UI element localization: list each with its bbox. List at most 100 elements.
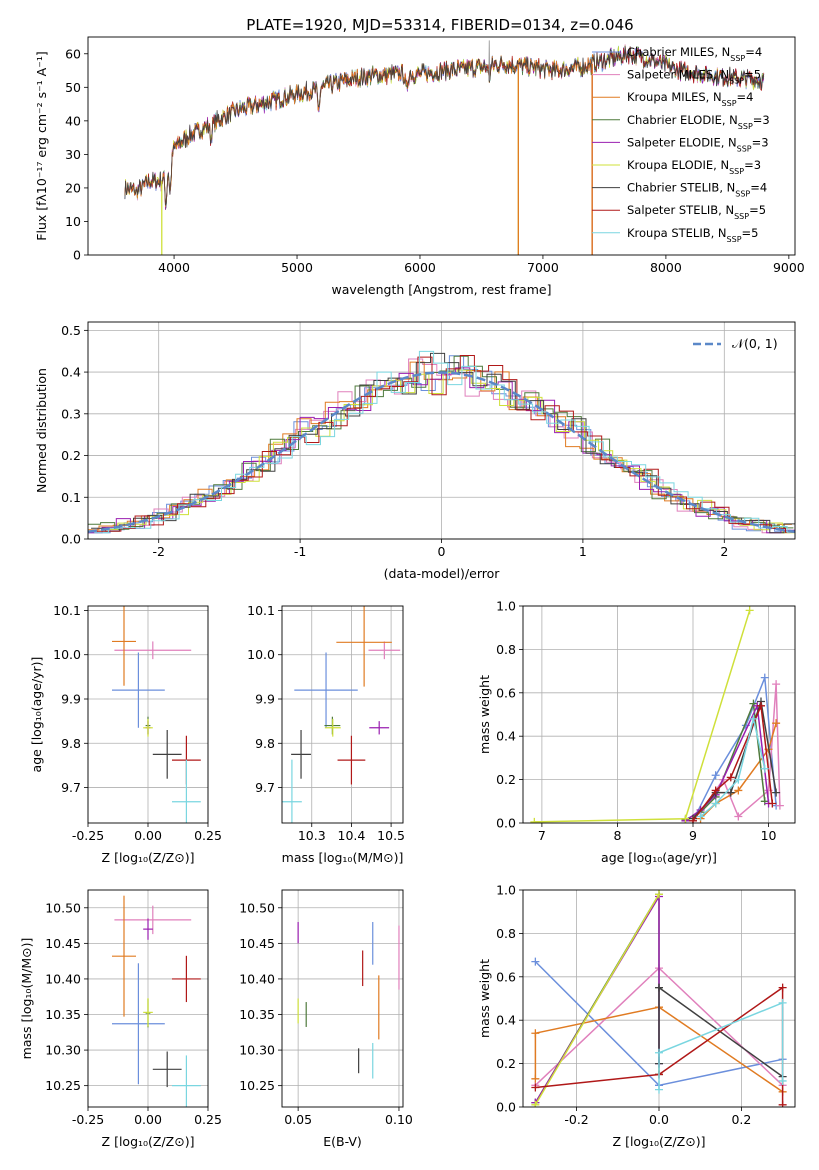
axes-frame [87, 605, 209, 824]
y-tick-label: 0.4 [61, 365, 81, 380]
series-marker [778, 1100, 787, 1107]
y-tick-label: 0.2 [61, 448, 81, 463]
x-tick-label: -1 [294, 544, 306, 559]
plot-area-age_vs_Z [112, 606, 201, 823]
histogram-salpeter-miles [88, 358, 791, 534]
y-tick-label: 0.2 [496, 772, 516, 787]
y-tick-label: 0.6 [496, 685, 516, 700]
plot-area-weights_vs_age [530, 606, 784, 823]
y-tick-label: 1.0 [496, 883, 516, 898]
y-tick-label: 0.0 [61, 532, 81, 547]
y-tick-label: 9.8 [255, 736, 275, 751]
x-tick-label: 0.25 [194, 1112, 222, 1127]
figure-title: PLATE=1920, MJD=53314, FIBERID=0134, z=0… [246, 16, 633, 34]
y-tick-label: 0.4 [496, 729, 516, 744]
errorbar-kroupa-elodie [143, 998, 153, 1027]
plot-area-mass_vs_ebv [297, 922, 400, 1079]
y-axis-label: age [log₁₀(age/yr)] [29, 657, 44, 773]
x-tick-label: 0.05 [284, 1112, 312, 1127]
series-marker [531, 1074, 540, 1083]
x-axis-label: Z [log₁₀(Z/Z⊙)] [102, 1134, 195, 1149]
legend-entry: Kroupa ELODIE, NSSP=3 [627, 158, 761, 176]
errorbar-chabrier-stelib [291, 730, 311, 779]
x-tick-label: -2 [152, 544, 164, 559]
y-tick-label: 10.50 [239, 900, 275, 915]
series-kroupa-stelib [696, 714, 769, 821]
legend-entry: Salpeter STELIB, NSSP=5 [627, 203, 766, 221]
errorbar-salpeter-elodie [143, 918, 153, 940]
y-tick-label: 10.25 [45, 1078, 81, 1093]
errorbar-kroupa-stelib [172, 1055, 201, 1107]
legend-entry: Chabrier ELODIE, NSSP=3 [627, 113, 770, 131]
series-line [534, 1006, 784, 1093]
errorbar-chabrier-miles [294, 652, 358, 728]
legend-entry: Salpeter MILES, NSSP=5 [627, 68, 761, 86]
axes-mass_vs_Z: -0.25 0.00 0.25 10.25 10.30 10.35 10.40 10.45 10… [19, 889, 222, 1149]
y-tick-label: 0.6 [496, 969, 516, 984]
errorbar-chabrier-stelib [152, 1051, 182, 1088]
y-tick-label: 10.50 [45, 900, 81, 915]
histogram-salpeter-stelib [92, 355, 795, 533]
x-axis-label: mass [log₁₀(M/M⊙)] [282, 850, 404, 865]
series-marker [760, 673, 769, 682]
series-marker [734, 812, 743, 821]
series-marker [655, 1048, 663, 1057]
series-marker [772, 788, 781, 797]
errorbar-salpeter-miles [114, 905, 192, 935]
y-tick-label: 10.30 [239, 1043, 275, 1058]
y-tick-label: 20 [65, 180, 81, 195]
series-marker [734, 786, 743, 795]
series-marker [531, 957, 540, 966]
y-tick-label: 0 [73, 248, 81, 263]
errorbar-salpeter-stelib [172, 955, 201, 1003]
x-tick-label: 9000 [773, 260, 805, 275]
y-tick-label: 10.45 [239, 936, 275, 951]
y-tick-label: 10.40 [239, 971, 275, 986]
series-marker [696, 812, 705, 821]
series-marker [655, 1085, 663, 1094]
plot-area-mass_vs_Z [112, 895, 201, 1107]
spectrum-legend: Chabrier MILES, NSSP=4 Salpeter MILES, NS… [592, 45, 770, 243]
errorbar-kroupa-miles [112, 895, 136, 1017]
x-axis-label: age [log₁₀(age/yr)] [601, 850, 717, 865]
x-tick-label: 6000 [404, 260, 436, 275]
x-tick-label: -0.25 [72, 1112, 104, 1127]
errorbar-salpeter-miles [368, 641, 401, 660]
axes-age_vs_mass: 10.3 10.4 10.5 9.7 9.8 9.9 10.0 10.1 mass [log₁₀… [247, 603, 405, 865]
series-marker [745, 606, 754, 615]
series-marker [711, 771, 720, 780]
errorbar-salpeter-stelib [337, 735, 366, 785]
errorbar-salpeter-miles [114, 641, 192, 660]
y-axis-label: mass weight [477, 959, 492, 1038]
series-marker [726, 773, 735, 782]
legend-entry: Kroupa STELIB, NSSP=5 [627, 226, 758, 244]
series-marker [655, 890, 663, 899]
series-marker [760, 764, 769, 773]
legend-entry: Chabrier STELIB, NSSP=4 [627, 181, 767, 199]
legend-entry: Kroupa MILES, NSSP=4 [627, 90, 753, 108]
errorbar-kroupa-miles [336, 606, 392, 687]
series-marker [772, 719, 781, 728]
histogram-kroupa-stelib [94, 350, 795, 534]
y-tick-label: 10.0 [247, 647, 275, 662]
series-marker [778, 983, 787, 992]
y-axis-label: mass weight [477, 675, 492, 754]
errorbar-kroupa-miles [112, 606, 136, 686]
plot-area-spectrum [124, 40, 765, 255]
y-tick-label: 1.0 [496, 599, 516, 614]
errorbar-chabrier-miles [112, 963, 165, 1085]
series-marker [655, 983, 663, 992]
y-axis-label: Normed distribution [34, 368, 49, 493]
errorbar-salpeter-elodie [369, 721, 390, 735]
y-tick-label: 0.2 [496, 1056, 516, 1071]
errorbar-kroupa-stelib [172, 759, 201, 823]
y-tick-label: 0.0 [496, 1100, 516, 1115]
y-tick-label: 10.35 [239, 1007, 275, 1022]
axes-weights_vs_Z: -0.2 0.0 0.2 0.0 0.2 0.4 0.6 0.8 1.0 Z [log₁₀(Z/Z… [477, 883, 796, 1149]
y-tick-label: 9.8 [61, 736, 81, 751]
series-marker [778, 998, 787, 1007]
series-marker [772, 680, 781, 689]
x-tick-label: 0.25 [194, 828, 222, 843]
axes-mass_vs_ebv: 0.05 0.10 10.25 10.30 10.35 10.40 10.45 10.50 E(… [239, 889, 413, 1149]
x-tick-label: 0.00 [134, 1112, 162, 1127]
